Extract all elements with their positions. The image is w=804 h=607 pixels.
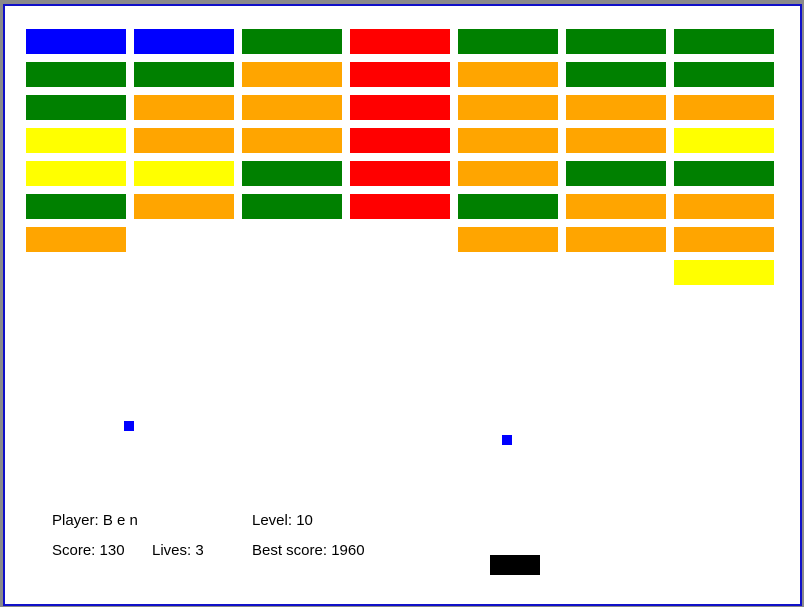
brick	[458, 29, 558, 54]
brick	[566, 29, 666, 54]
lives: Lives: 3	[152, 542, 204, 559]
brick	[458, 95, 558, 120]
bricks	[26, 29, 774, 285]
brick	[26, 194, 126, 219]
brick	[350, 62, 450, 87]
brick	[242, 29, 342, 54]
brick	[674, 194, 774, 219]
brick	[458, 227, 558, 252]
brick	[26, 227, 126, 252]
brick	[242, 95, 342, 120]
brick	[26, 128, 126, 153]
brick	[566, 161, 666, 186]
brick	[566, 128, 666, 153]
level: Level: 10	[252, 512, 313, 529]
brick	[242, 194, 342, 219]
brick	[26, 95, 126, 120]
brick	[566, 62, 666, 87]
brick	[134, 62, 234, 87]
brick	[674, 161, 774, 186]
brick	[134, 95, 234, 120]
brick	[350, 161, 450, 186]
brick	[134, 29, 234, 54]
brick	[458, 62, 558, 87]
brick	[26, 161, 126, 186]
brick	[566, 227, 666, 252]
brick	[674, 95, 774, 120]
brick	[674, 227, 774, 252]
score: Score: 130	[52, 542, 125, 559]
brick	[134, 161, 234, 186]
brick	[674, 128, 774, 153]
brick	[458, 161, 558, 186]
player-name: Player: B e n	[52, 512, 138, 529]
brick	[350, 194, 450, 219]
ball	[124, 421, 134, 431]
brick	[242, 62, 342, 87]
brick	[350, 29, 450, 54]
brick	[674, 29, 774, 54]
brick	[674, 260, 774, 285]
brick	[458, 128, 558, 153]
brick	[350, 95, 450, 120]
brick	[26, 29, 126, 54]
paddle	[490, 555, 540, 575]
brick	[242, 128, 342, 153]
brick	[458, 194, 558, 219]
ball	[502, 435, 512, 445]
brick	[566, 95, 666, 120]
brick	[242, 161, 342, 186]
brick	[674, 62, 774, 87]
best-score: Best score: 1960	[252, 542, 365, 559]
brick	[26, 62, 126, 87]
brick	[134, 128, 234, 153]
brick	[566, 194, 666, 219]
brick	[134, 194, 234, 219]
brick	[350, 128, 450, 153]
